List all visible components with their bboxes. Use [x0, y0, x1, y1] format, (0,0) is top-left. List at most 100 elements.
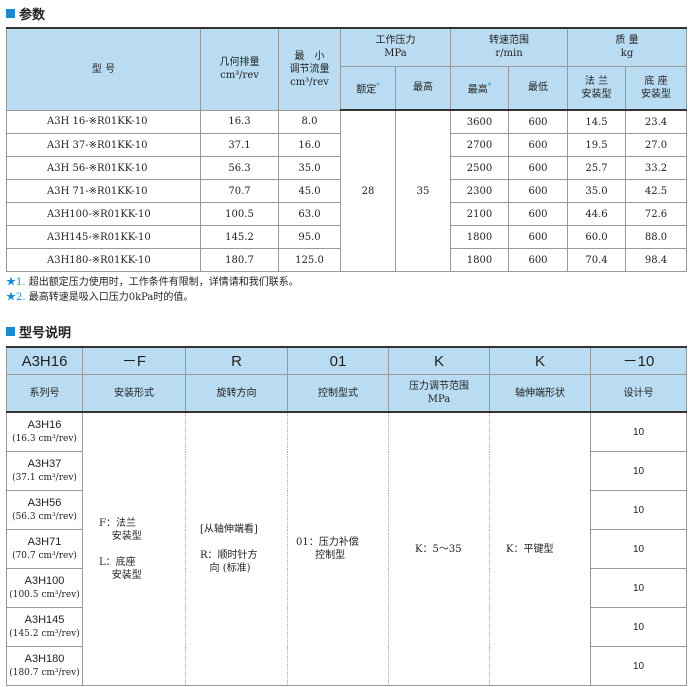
table-row: A3H100 (100.5 cm³/rev) 10 [6, 568, 687, 608]
table-row: A3H180-※R01KK-10 180.7 125.0 1800 600 70.4 98.… [6, 248, 687, 272]
cell-design: 10 [590, 411, 687, 452]
table-row: A3H 71-※R01KK-10 70.7 45.0 2300 600 35.0 42.5 [6, 179, 687, 203]
cell-model: A3H 71-※R01KK-10 [6, 179, 201, 203]
cell-design: 10 [590, 646, 687, 686]
code-mounting: －F [82, 346, 186, 375]
cell-model: A3H 56-※R01KK-10 [6, 156, 201, 180]
cell-series: A3H37 (37.1 cm³/rev) [6, 451, 83, 491]
model-code-table: A3H16 －F R 01 K K －10 系列号 安装形式 旋转方向 控制型式… [6, 346, 687, 686]
cell-mass-flange: 35.0 [567, 179, 626, 203]
code-shaft: K [489, 346, 591, 375]
cell-rated-pressure: 28 [340, 109, 396, 272]
label-mounting: 安装形式 [82, 374, 186, 413]
cell-speed-min: 600 [508, 133, 568, 157]
cell-displacement: 100.5 [200, 202, 279, 226]
cell-mass-flange: 44.6 [567, 202, 626, 226]
cell-model: A3H 37-※R01KK-10 [6, 133, 201, 157]
table-row: A3H 16-※R01KK-10 16.3 8.0 28 35 3600 600 14.5 23… [6, 109, 687, 272]
cell-max-pressure: 35 [395, 109, 451, 272]
header-flange: 法 兰安装型 [567, 65, 626, 111]
header-mass: 质 量 kg [567, 27, 687, 67]
section-marker-icon [6, 327, 15, 336]
cell-model: A3H100-※R01KK-10 [6, 202, 201, 226]
cell-speed-min: 600 [508, 248, 568, 272]
cell-speed-max: 1800 [450, 225, 509, 249]
cell-mass-flange: 70.4 [567, 248, 626, 272]
cell-mass-base: 33.2 [625, 156, 687, 180]
label-shaft: 轴伸端形状 [489, 374, 591, 413]
table-row: A3H56 (56.3 cm³/rev) 10 [6, 490, 687, 530]
cell-displacement: 16.3 [200, 109, 279, 134]
cell-series: A3H180 (180.7 cm³/rev) [6, 646, 83, 686]
cell-design: 10 [590, 451, 687, 491]
cell-series: A3H16 (16.3 cm³/rev) [6, 411, 83, 452]
table-row: A3H37 (37.1 cm³/rev) 10 [6, 451, 687, 491]
cell-speed-min: 600 [508, 109, 568, 134]
cell-displacement: 70.7 [200, 179, 279, 203]
cell-min-flow: 45.0 [278, 179, 341, 203]
header-displacement: 几何排量 cm³/rev [200, 27, 279, 111]
cell-mass-base: 23.4 [625, 109, 687, 134]
code-rotation: R [185, 346, 288, 375]
table-row: A3H16 (16.3 cm³/rev) F：法兰 安装型 L：底座 安装型 [从轴伸端… [6, 411, 687, 686]
code-control: 01 [287, 346, 389, 375]
cell-mass-flange: 14.5 [567, 109, 626, 134]
cell-mounting-options: F：法兰 安装型 L：底座 安装型 [82, 411, 186, 686]
code-series: A3H16 [6, 346, 83, 375]
cell-displacement: 145.2 [200, 225, 279, 249]
cell-min-flow: 16.0 [278, 133, 341, 157]
header-min-flow: 最 小调节流量 cm³/rev [278, 27, 341, 111]
cell-design: 10 [590, 529, 687, 569]
cell-series: A3H145 (145.2 cm³/rev) [6, 607, 83, 647]
cell-control-options: 01：压力补偿 控制型 [287, 411, 389, 686]
label-series: 系列号 [6, 374, 83, 413]
header-pressure: 工作压力 MPa [340, 27, 451, 67]
section-params-title: 参数 [6, 4, 45, 23]
header-model: 型 号 [6, 27, 201, 111]
cell-model: A3H 16-※R01KK-10 [6, 109, 201, 134]
table-row: A3H145-※R01KK-10 145.2 95.0 1800 600 60.0 88.0 [6, 225, 687, 249]
cell-displacement: 37.1 [200, 133, 279, 157]
label-design: 设计号 [590, 374, 687, 413]
cell-series: A3H100 (100.5 cm³/rev) [6, 568, 83, 608]
cell-speed-max: 2500 [450, 156, 509, 180]
cell-mass-flange: 19.5 [567, 133, 626, 157]
footnote-1: ★1. 超出额定压力使用时，工作条件有限制，详情请和我们联系。 [6, 277, 299, 288]
cell-min-flow: 35.0 [278, 156, 341, 180]
section-marker-icon [6, 9, 15, 18]
cell-mass-base: 72.6 [625, 202, 687, 226]
header-base: 底 座安装型 [625, 65, 687, 111]
cell-mass-flange: 25.7 [567, 156, 626, 180]
cell-speed-max: 2700 [450, 133, 509, 157]
footnote-2: ★2. 最高转速是吸入口压力0kPa时的值。 [6, 292, 194, 303]
cell-min-flow: 95.0 [278, 225, 341, 249]
label-control: 控制型式 [287, 374, 389, 413]
cell-design: 10 [590, 490, 687, 530]
cell-shaft-options: K：平键型 [489, 411, 591, 686]
cell-mass-base: 98.4 [625, 248, 687, 272]
table-row: A3H145 (145.2 cm³/rev) 10 [6, 607, 687, 647]
table-row: A3H 56-※R01KK-10 56.3 35.0 2500 600 25.7 33.2 [6, 156, 687, 180]
cell-speed-min: 600 [508, 202, 568, 226]
code-pressure: K [388, 346, 490, 375]
cell-speed-max: 1800 [450, 248, 509, 272]
cell-speed-min: 600 [508, 179, 568, 203]
cell-model: A3H145-※R01KK-10 [6, 225, 201, 249]
header-rated: 额定* [340, 65, 396, 111]
code-design: －10 [590, 346, 687, 375]
cell-min-flow: 8.0 [278, 109, 341, 134]
table-row: A3H71 (70.7 cm³/rev) 10 [6, 529, 687, 569]
header-speed-max: 最高* [450, 65, 509, 111]
cell-rotation-options: [从轴伸端看] R：顺时针方 向 (标准) [185, 411, 288, 686]
cell-displacement: 56.3 [200, 156, 279, 180]
cell-displacement: 180.7 [200, 248, 279, 272]
cell-model: A3H180-※R01KK-10 [6, 248, 201, 272]
cell-mass-base: 42.5 [625, 179, 687, 203]
table-row: A3H 37-※R01KK-10 37.1 16.0 2700 600 19.5 27.0 [6, 133, 687, 157]
section-model-code-title: 型号说明 [6, 322, 71, 341]
cell-mass-base: 88.0 [625, 225, 687, 249]
label-rotation: 旋转方向 [185, 374, 288, 413]
cell-series: A3H71 (70.7 cm³/rev) [6, 529, 83, 569]
header-speed-min: 最低 [508, 65, 568, 111]
cell-mass-flange: 60.0 [567, 225, 626, 249]
